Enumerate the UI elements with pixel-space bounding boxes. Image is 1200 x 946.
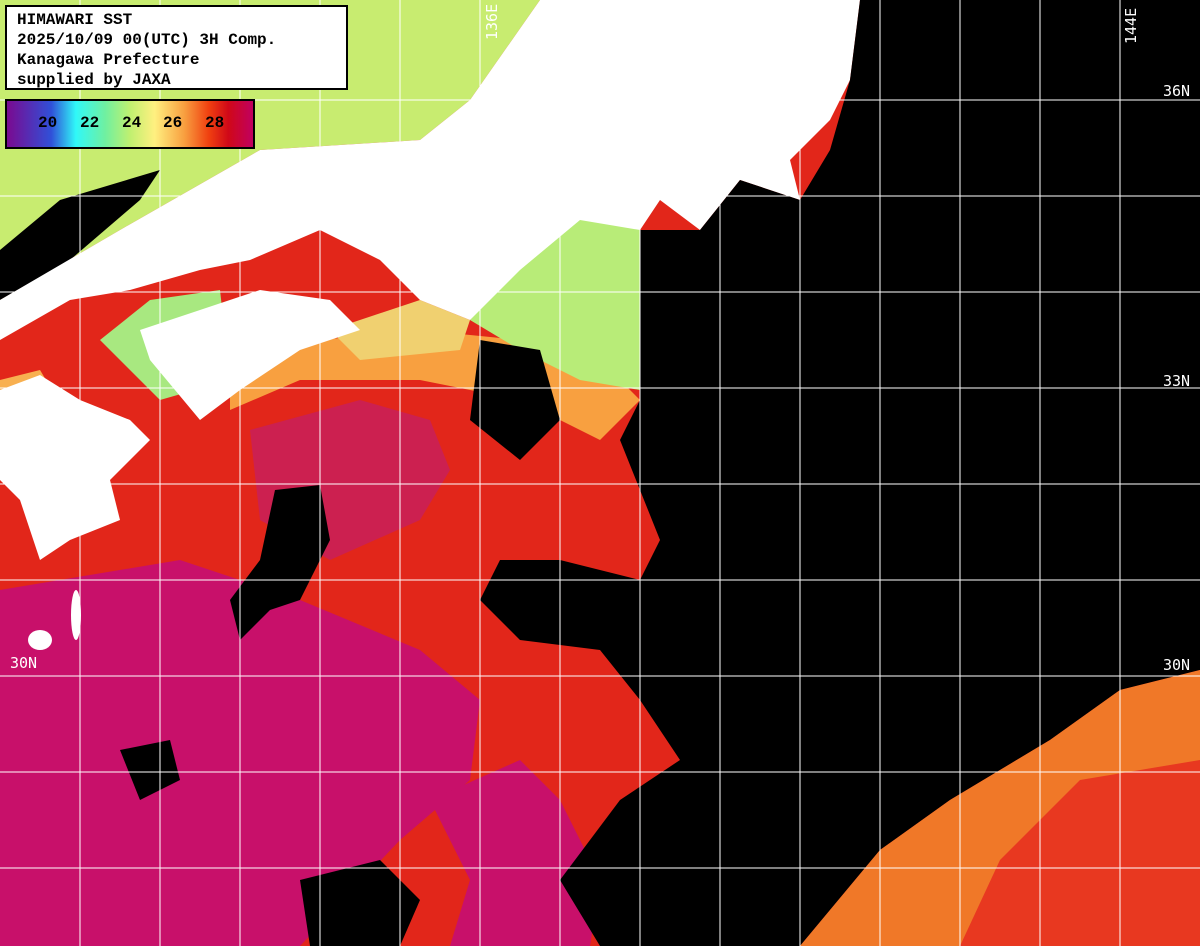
color-scale-legend: 20 22 24 26 28	[5, 99, 255, 149]
legend-tick: 26	[163, 114, 183, 132]
lat-label-36n: 36N	[1163, 82, 1190, 100]
lon-label-144e: 144E	[1122, 8, 1140, 44]
cloud-patch	[230, 485, 330, 640]
source-line: supplied by JAXA	[17, 71, 171, 89]
land-island	[71, 590, 81, 640]
legend-tick: 28	[205, 114, 225, 132]
cloud-patch	[120, 740, 180, 800]
legend-tick: 20	[38, 114, 58, 132]
title-box: HIMAWARI SST 2025/10/09 00(UTC) 3H Comp.…	[5, 5, 348, 90]
ocean-observed-area	[960, 760, 1200, 946]
lat-label-30n-left: 30N	[10, 654, 37, 672]
ocean-hottest-area	[430, 760, 600, 946]
legend-tick: 24	[122, 114, 142, 132]
cloud-area	[480, 0, 1200, 946]
region-line: Kanagawa Prefecture	[17, 51, 200, 69]
coastal-band	[470, 200, 640, 390]
lon-label-136e: 136E	[483, 4, 501, 40]
lat-label-33n: 33N	[1163, 372, 1190, 390]
cloud-patch	[300, 860, 420, 946]
timestamp-line: 2025/10/09 00(UTC) 3H Comp.	[17, 31, 277, 49]
title-line: HIMAWARI SST	[17, 11, 133, 29]
legend-tick: 22	[80, 114, 100, 132]
land-island	[28, 630, 52, 650]
lat-label-30n: 30N	[1163, 656, 1190, 674]
land-honshu	[0, 0, 860, 340]
cloud-patch	[470, 340, 560, 460]
land-kyushu	[0, 375, 150, 560]
